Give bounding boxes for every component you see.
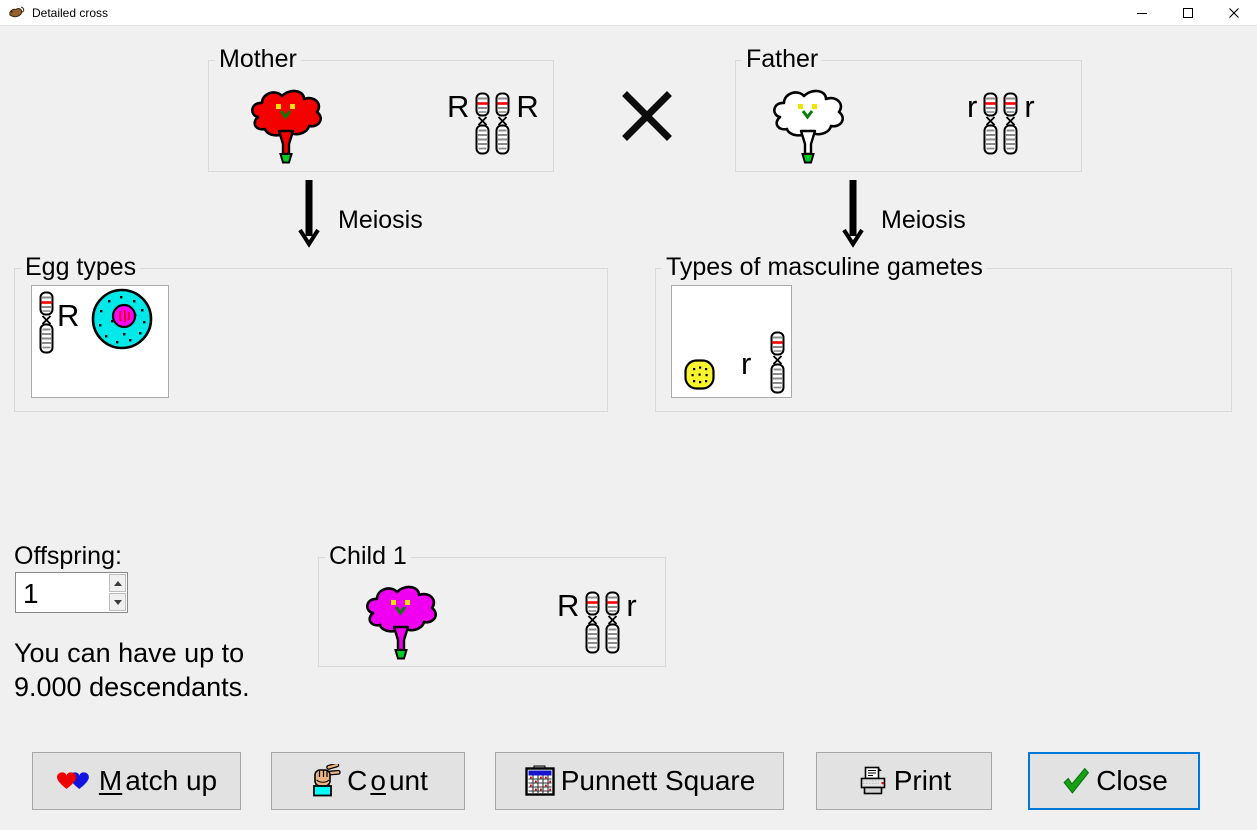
offspring-spin-buttons — [109, 574, 126, 611]
egg-type-cell[interactable]: R — [31, 285, 169, 398]
button-label-part: C — [347, 765, 368, 796]
close-icon — [1229, 8, 1239, 18]
egg-allele: R — [57, 298, 80, 333]
grid-table-icon — [524, 765, 556, 797]
chromosome-icon — [495, 92, 510, 155]
egg-types-groupbox: Egg types R — [14, 253, 608, 412]
chromosome-icon — [585, 591, 600, 654]
mother-groupbox: Mother R R — [208, 45, 554, 172]
button-label: Punnett Square — [560, 765, 756, 796]
chromosome-icon — [475, 92, 490, 155]
mother-flower-image — [246, 85, 326, 165]
button-label: Print — [893, 765, 952, 796]
offspring-spinbox — [15, 572, 128, 613]
green-check-icon — [1060, 766, 1091, 797]
button-label: Close — [1096, 765, 1168, 796]
egg-types-label: Egg types — [21, 253, 141, 281]
button-label-part: atch up — [125, 765, 218, 796]
down-arrow-icon — [113, 599, 122, 605]
meiosis-label-father: Meiosis — [881, 206, 966, 234]
button-label-part: unt — [388, 765, 428, 796]
button-label-mnemonic: M — [98, 765, 123, 796]
chromosome-icon — [1003, 92, 1018, 155]
minimize-button[interactable] — [1119, 0, 1165, 26]
child-left-allele: R — [557, 588, 580, 623]
minimize-icon — [1137, 13, 1147, 14]
chromosome-icon — [983, 92, 998, 155]
close-button[interactable]: Close — [1028, 752, 1200, 810]
two-hearts-icon — [56, 769, 91, 793]
print-button[interactable]: Print — [816, 752, 992, 810]
chromosome-icon — [770, 331, 785, 394]
offspring-spin-up[interactable] — [109, 574, 126, 592]
punnett-square-button[interactable]: Punnett Square — [495, 752, 784, 810]
maximize-icon — [1183, 8, 1193, 18]
mother-genotype: R R — [447, 89, 539, 155]
offspring-note-line1: You can have up to — [14, 638, 245, 668]
offspring-input[interactable] — [16, 573, 111, 612]
egg-cell-icon — [90, 287, 154, 351]
mouse-app-icon — [8, 5, 25, 20]
counting-hand-icon — [308, 764, 342, 798]
meiosis-arrow-father — [842, 178, 864, 253]
child-flower-image — [361, 581, 441, 661]
pollen-grain-icon — [683, 358, 716, 391]
father-right-allele: r — [1024, 89, 1035, 124]
offspring-spin-down[interactable] — [109, 593, 126, 611]
cross-x-icon — [622, 91, 672, 146]
chromosome-icon — [39, 291, 54, 354]
mother-right-allele: R — [516, 89, 539, 124]
chromosome-icon — [605, 591, 620, 654]
child-groupbox: Child 1 R r — [318, 542, 666, 667]
masculine-gametes-label: Types of masculine gametes — [662, 253, 987, 281]
child-right-allele: r — [626, 588, 637, 623]
pollen-allele: r — [741, 346, 752, 381]
offspring-label: Offspring: — [14, 542, 122, 570]
father-left-allele: r — [967, 89, 978, 124]
father-flower-image — [768, 85, 848, 165]
window-controls — [1119, 0, 1257, 26]
father-genotype: r r — [967, 89, 1035, 155]
father-groupbox: Father r r — [735, 45, 1082, 172]
up-arrow-icon — [113, 580, 122, 586]
mother-left-allele: R — [447, 89, 470, 124]
meiosis-label-mother: Meiosis — [338, 206, 423, 234]
father-label: Father — [742, 45, 823, 73]
printer-icon — [857, 766, 889, 796]
mother-label: Mother — [215, 45, 301, 73]
close-window-button[interactable] — [1211, 0, 1257, 26]
button-label-mnemonic: o — [370, 765, 386, 796]
offspring-note-line2: 9.000 descendants. — [14, 672, 250, 702]
child-genotype: R r — [557, 588, 637, 654]
pollen-type-cell[interactable]: r — [671, 285, 792, 398]
meiosis-arrow-mother — [298, 178, 320, 253]
maximize-button[interactable] — [1165, 0, 1211, 26]
masculine-gametes-groupbox: Types of masculine gametes r — [655, 253, 1232, 412]
window-title: Detailed cross — [32, 5, 109, 20]
titlebar: Detailed cross — [0, 0, 1257, 26]
child-label: Child 1 — [325, 542, 411, 570]
